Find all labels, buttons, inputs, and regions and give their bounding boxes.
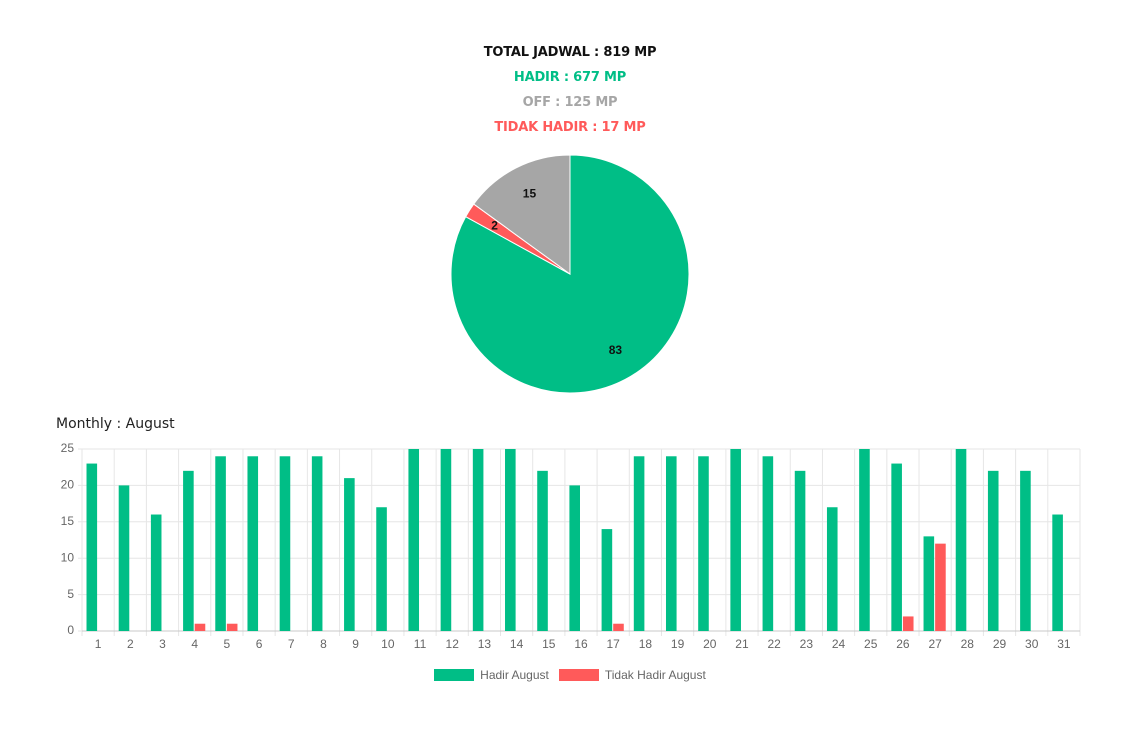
bar-hadir-28[interactable] <box>955 449 967 631</box>
legend-label-tidak-hadir: Tidak Hadir August <box>604 668 706 682</box>
x-tick-label: 24 <box>832 637 846 651</box>
y-tick-label: 15 <box>61 514 75 528</box>
x-tick-label: 15 <box>542 637 556 651</box>
bar-hadir-19[interactable] <box>665 456 677 631</box>
x-tick-label: 6 <box>256 637 263 651</box>
y-tick-label: 5 <box>67 587 74 601</box>
x-tick-label: 3 <box>159 637 166 651</box>
y-tick-label: 10 <box>61 550 75 564</box>
x-tick-label: 26 <box>896 637 910 651</box>
bar-hadir-6[interactable] <box>247 456 259 631</box>
x-tick-label: 13 <box>478 637 492 651</box>
bar-hadir-5[interactable] <box>215 456 226 631</box>
y-tick-label: 25 <box>61 441 75 455</box>
x-tick-label: 5 <box>224 637 231 651</box>
x-tick-label: 18 <box>639 637 653 651</box>
legend-label-hadir: Hadir August <box>480 668 549 682</box>
pie-slice-label-2: 15 <box>523 187 537 201</box>
bar-hadir-3[interactable] <box>150 514 162 631</box>
bar-hadir-4[interactable] <box>183 470 194 631</box>
bar-hadir-25[interactable] <box>859 449 870 631</box>
present-label: HADIR : 677 MP <box>513 70 627 85</box>
bar-tidak-hadir-4[interactable] <box>194 623 206 631</box>
bar-hadir-13[interactable] <box>472 449 484 631</box>
bar-hadir-10[interactable] <box>376 507 387 631</box>
x-tick-label: 21 <box>735 637 749 651</box>
legend-swatch-tidak-hadir <box>558 669 599 681</box>
x-tick-label: 29 <box>993 637 1007 651</box>
legend-swatch-hadir <box>434 669 475 681</box>
x-tick-label: 27 <box>928 637 942 651</box>
pie-slice-label-0: 83 <box>609 343 623 357</box>
x-tick-label: 17 <box>607 637 621 651</box>
bar-hadir-22[interactable] <box>762 456 774 631</box>
bar-hadir-17[interactable] <box>601 529 613 631</box>
total-schedule-label: TOTAL JADWAL : 819 MP <box>483 45 657 60</box>
x-tick-label: 4 <box>191 637 198 651</box>
x-tick-label: 25 <box>864 637 878 651</box>
bar-hadir-30[interactable] <box>1020 470 1031 631</box>
bar-hadir-20[interactable] <box>698 456 709 631</box>
monthly-chart-title: Monthly : August <box>56 416 175 432</box>
legend-item-hadir[interactable]: Hadir August <box>434 668 549 682</box>
x-tick-label: 10 <box>381 637 395 651</box>
bar-hadir-21[interactable] <box>730 449 741 631</box>
x-tick-label: 23 <box>800 637 814 651</box>
x-tick-label: 7 <box>288 637 295 651</box>
absent-label: TIDAK HADIR : 17 MP <box>494 120 646 135</box>
x-tick-label: 12 <box>446 637 460 651</box>
bar-hadir-27[interactable] <box>923 536 935 631</box>
bar-hadir-12[interactable] <box>440 449 452 631</box>
y-tick-label: 20 <box>61 478 75 492</box>
bar-hadir-16[interactable] <box>569 485 580 631</box>
bar-hadir-29[interactable] <box>987 470 999 631</box>
x-tick-label: 8 <box>320 637 327 651</box>
bar-hadir-11[interactable] <box>408 449 420 631</box>
bar-chart-legend: Hadir August Tidak Hadir August <box>0 668 1140 682</box>
bar-hadir-26[interactable] <box>891 463 902 631</box>
y-tick-label: 0 <box>67 623 74 637</box>
bar-hadir-14[interactable] <box>505 449 516 631</box>
x-tick-label: 22 <box>767 637 781 651</box>
x-tick-label: 20 <box>703 637 717 651</box>
bar-hadir-23[interactable] <box>794 470 806 631</box>
x-tick-label: 30 <box>1025 637 1039 651</box>
pie-slice-label-1: 2 <box>491 218 498 232</box>
bar-hadir-15[interactable] <box>537 470 548 631</box>
bar-hadir-2[interactable] <box>118 485 130 631</box>
x-tick-label: 14 <box>510 637 524 651</box>
bar-hadir-1[interactable] <box>86 463 98 631</box>
legend-item-tidak-hadir[interactable]: Tidak Hadir August <box>558 668 706 682</box>
bar-tidak-hadir-5[interactable] <box>226 623 238 631</box>
bar-tidak-hadir-26[interactable] <box>902 616 914 631</box>
bar-tidak-hadir-27[interactable] <box>935 543 946 631</box>
attendance-summary: TOTAL JADWAL : 819 MP HADIR : 677 MP OFF… <box>0 44 1140 144</box>
x-tick-label: 9 <box>352 637 359 651</box>
bar-hadir-18[interactable] <box>633 456 645 631</box>
x-tick-label: 1 <box>95 637 102 651</box>
x-tick-label: 16 <box>574 637 588 651</box>
attendance-pie-chart: 83 2 15 <box>450 154 690 394</box>
bar-hadir-31[interactable] <box>1052 514 1063 631</box>
x-tick-label: 2 <box>127 637 134 651</box>
pie-slice-2[interactable] <box>473 154 571 275</box>
bar-tidak-hadir-17[interactable] <box>613 623 624 631</box>
x-tick-label: 31 <box>1057 637 1071 651</box>
x-tick-label: 19 <box>671 637 685 651</box>
bar-hadir-7[interactable] <box>279 456 291 631</box>
x-tick-label: 28 <box>961 637 975 651</box>
off-label: OFF : 125 MP <box>522 95 618 110</box>
x-tick-label: 11 <box>414 637 427 651</box>
bar-hadir-24[interactable] <box>826 507 838 631</box>
bar-hadir-9[interactable] <box>344 478 355 631</box>
bar-hadir-8[interactable] <box>311 456 323 631</box>
